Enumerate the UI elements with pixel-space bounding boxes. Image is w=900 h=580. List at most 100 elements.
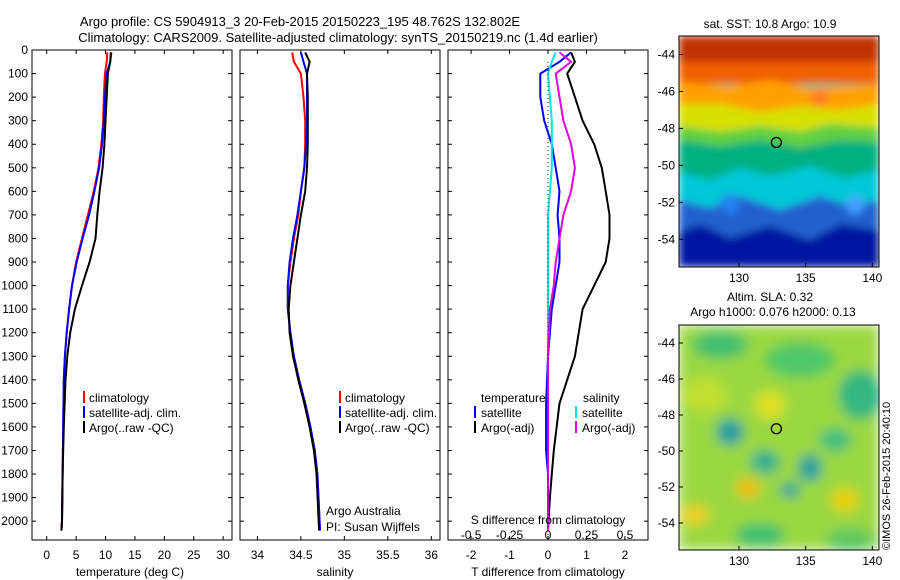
series-line [539, 51, 572, 531]
salinity-xlabel: salinity [317, 565, 354, 579]
legend-s-argo: Argo(-adj) [582, 421, 635, 435]
legend-t-satellite: satellite [481, 406, 522, 420]
figure-title-line2: Climatology: CARS2009. Satellite-adjuste… [78, 30, 598, 45]
x-tick-label: 36 [425, 548, 439, 562]
depth-tick-label: 400 [8, 137, 28, 151]
x2-tick-label: 0.5 [617, 528, 634, 542]
depth-tick-label: 600 [8, 184, 28, 198]
depth-tick-label: 1400 [1, 373, 28, 387]
t-difference-xlabel: T difference from climatology [471, 565, 625, 579]
series-line [547, 52, 611, 531]
depth-tick-label: 200 [8, 90, 28, 104]
map-lat-label: -50 [658, 444, 676, 458]
sst-map-axes: -44 -46 -48 -50 -52 -54 130 135 140 [658, 47, 883, 285]
argo-location-marker [770, 136, 783, 149]
x-tick-label: 0 [43, 548, 50, 562]
x-tick-label: 0 [545, 548, 552, 562]
sst-map-image [679, 36, 879, 267]
sst-map-frame [678, 35, 880, 268]
series-line [60, 52, 113, 531]
salinity-panel [239, 49, 441, 541]
argo-location-marker [770, 423, 783, 435]
depth-tick-label: 1700 [1, 443, 28, 457]
difference-legend: temperature salinity satellite Argo(-adj… [474, 391, 635, 435]
x-tick-label: 35.5 [376, 548, 400, 562]
depth-tick-label: 300 [8, 114, 28, 128]
profile-lines [60, 51, 611, 531]
depth-tick-label: 700 [8, 208, 28, 222]
depth-tick-label: 500 [8, 161, 28, 175]
legend-satellite: satellite-adj. clim. [345, 406, 437, 420]
x-tick-label: 34 [251, 548, 265, 562]
x-tick-label: 10 [99, 548, 113, 562]
map-lat-label: -46 [658, 372, 676, 386]
x-tick-label: 2 [622, 548, 629, 562]
x-tick-label: 5 [73, 548, 80, 562]
credit-line2: PI: Susan Wijffels [326, 520, 420, 534]
map-lat-label: -44 [658, 336, 676, 350]
sla-map-title1: Altim. SLA: 0.32 [727, 290, 813, 304]
temperature-panel [31, 49, 233, 541]
depth-tick-label: 900 [8, 255, 28, 269]
x2-tick-label: 0.25 [575, 528, 599, 542]
map-lon-label: 140 [862, 554, 882, 568]
credit-line1: Argo Australia [326, 504, 401, 518]
legend-argo: Argo(..raw -QC) [89, 421, 174, 435]
map-lon-label: 130 [729, 271, 749, 285]
depth-tick-label: 1800 [1, 467, 28, 481]
x-tick-label: 30 [216, 548, 230, 562]
depth-tick-label: 1200 [1, 326, 28, 340]
map-lat-label: -52 [658, 195, 676, 209]
x-tick-label: 35 [338, 548, 352, 562]
legend-satellite: satellite-adj. clim. [89, 406, 181, 420]
map-lat-label: -54 [658, 232, 676, 246]
temperature-xlabel: temperature (deg C) [76, 565, 184, 579]
s-difference-xlabel: S difference from climatology [471, 513, 626, 527]
depth-tick-label: 1600 [1, 420, 28, 434]
legend-climatology: climatology [89, 391, 149, 405]
map-lat-label: -52 [658, 480, 676, 494]
map-lon-label: 140 [862, 271, 882, 285]
x-tick-label: 1 [583, 548, 590, 562]
x-tick-label: 15 [128, 548, 142, 562]
depth-tick-label: 1300 [1, 349, 28, 363]
depth-tick-label: 1000 [1, 279, 28, 293]
series-line [60, 52, 109, 531]
x-tick-label: 34.5 [289, 548, 313, 562]
map-lat-label: -54 [658, 516, 676, 530]
sla-map-image [679, 325, 879, 550]
legend-t-argo: Argo(-adj) [481, 421, 534, 435]
map-lon-label: 135 [796, 554, 816, 568]
sla-map-frame [678, 324, 880, 551]
legend-temperature-heading: temperature [481, 391, 546, 405]
x-tick-label: -2 [466, 548, 477, 562]
x-axes: 0 5 10 15 20 25 30 34 34.5 35 35.5 36 -2 -1 0 1 2 -0.5 -0.… [43, 50, 634, 562]
depth-axis: 0 100 200 300 400 500 600 700 800 900 1000 1100 1200… [1, 43, 648, 528]
depth-tick-label: 1100 [2, 302, 28, 316]
temperature-legend: climatology satellite-adj. clim. Argo(..… [83, 391, 181, 435]
map-lon-label: 130 [729, 554, 749, 568]
legend-argo: Argo(..raw -QC) [345, 421, 430, 435]
depth-tick-label: 2000 [1, 514, 28, 528]
x-tick-label: 25 [187, 548, 201, 562]
map-lat-label: -46 [658, 84, 676, 98]
figure-title-line1: Argo profile: CS 5904913_3 20-Feb-2015 2… [80, 14, 521, 29]
map-lat-label: -48 [658, 121, 676, 135]
sla-map-title2: Argo h1000: 0.076 h2000: 0.13 [690, 305, 856, 319]
legend-s-satellite: satellite [582, 406, 623, 420]
x2-tick-label: -0.25 [496, 528, 524, 542]
sla-map-axes: -44 -46 -48 -50 -52 -54 130 135 140 [658, 336, 883, 568]
map-lat-label: -48 [658, 408, 676, 422]
map-lat-label: -44 [658, 47, 676, 61]
series-line [60, 52, 112, 531]
depth-tick-label: 800 [8, 231, 28, 245]
legend-climatology: climatology [345, 391, 405, 405]
legend-salinity-heading: salinity [583, 391, 620, 405]
x-tick-label: 20 [158, 548, 172, 562]
depth-tick-label: 100 [8, 67, 28, 81]
x-tick-label: -1 [504, 548, 515, 562]
map-lon-label: 135 [796, 271, 816, 285]
map-lat-label: -50 [658, 158, 676, 172]
depth-tick-label: 1500 [1, 396, 28, 410]
